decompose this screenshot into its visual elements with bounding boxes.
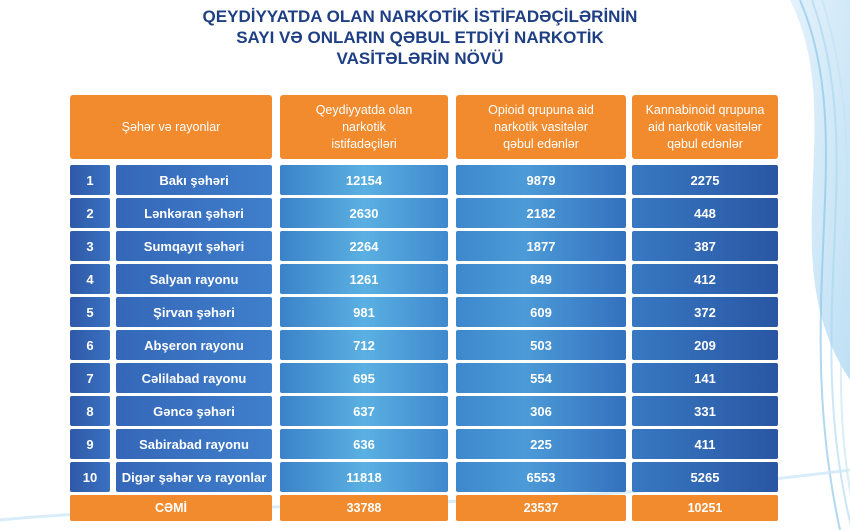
row-registered: 712	[280, 330, 448, 360]
row-registered: 2264	[280, 231, 448, 261]
row-city: Bakı şəhəri	[116, 165, 272, 195]
row-registered: 695	[280, 363, 448, 393]
row-cannabinoid: 141	[632, 363, 778, 393]
row-number: 3	[70, 231, 110, 261]
row-city: Salyan rayonu	[116, 264, 272, 294]
row-city: Digər şəhər və rayonlar	[116, 462, 272, 492]
row-opioid: 2182	[456, 198, 626, 228]
row-city: Lənkəran şəhəri	[116, 198, 272, 228]
total-label: CƏMİ	[70, 495, 272, 521]
row-number: 5	[70, 297, 110, 327]
title-line-2: SAYI VƏ ONLARIN QƏBUL ETDİYİ NARKOTİK	[236, 28, 604, 47]
title-line-1: QEYDİYYATDA OLAN NARKOTİK İSTİFADƏÇİLƏRİ…	[202, 7, 638, 26]
row-opioid: 6553	[456, 462, 626, 492]
row-cannabinoid: 2275	[632, 165, 778, 195]
row-number: 8	[70, 396, 110, 426]
row-registered: 636	[280, 429, 448, 459]
title-line-3: VASİTƏLƏRİN NÖVÜ	[336, 49, 504, 68]
header-cannabinoid: Kannabinoid qrupuna aid narkotik vasitəl…	[632, 95, 778, 159]
row-registered: 981	[280, 297, 448, 327]
row-number: 10	[70, 462, 110, 492]
row-number: 1	[70, 165, 110, 195]
total-registered: 33788	[280, 495, 448, 521]
row-cannabinoid: 5265	[632, 462, 778, 492]
header-registered-users: Qeydiyyatda olan narkotik istifadəçiləri	[280, 95, 448, 159]
row-opioid: 503	[456, 330, 626, 360]
row-city: Gəncə şəhəri	[116, 396, 272, 426]
row-number: 9	[70, 429, 110, 459]
row-city: Cəlilabad rayonu	[116, 363, 272, 393]
row-cannabinoid: 411	[632, 429, 778, 459]
row-opioid: 306	[456, 396, 626, 426]
row-registered: 12154	[280, 165, 448, 195]
row-cannabinoid: 331	[632, 396, 778, 426]
row-opioid: 554	[456, 363, 626, 393]
row-cannabinoid: 209	[632, 330, 778, 360]
row-opioid: 225	[456, 429, 626, 459]
row-opioid: 849	[456, 264, 626, 294]
row-number: 7	[70, 363, 110, 393]
row-cannabinoid: 387	[632, 231, 778, 261]
row-city: Sabirabad rayonu	[116, 429, 272, 459]
row-registered: 2630	[280, 198, 448, 228]
row-city: Şirvan şəhəri	[116, 297, 272, 327]
row-number: 2	[70, 198, 110, 228]
row-opioid: 1877	[456, 231, 626, 261]
row-city: Abşeron rayonu	[116, 330, 272, 360]
row-cannabinoid: 372	[632, 297, 778, 327]
total-cannabinoid: 10251	[632, 495, 778, 521]
row-registered: 637	[280, 396, 448, 426]
row-registered: 1261	[280, 264, 448, 294]
header-opioid: Opioid qrupuna aid narkotik vasitələr qə…	[456, 95, 626, 159]
row-number: 4	[70, 264, 110, 294]
total-opioid: 23537	[456, 495, 626, 521]
row-number: 6	[70, 330, 110, 360]
row-city: Sumqayıt şəhəri	[116, 231, 272, 261]
row-cannabinoid: 448	[632, 198, 778, 228]
header-city: Şəhər və rayonlar	[70, 95, 272, 159]
row-cannabinoid: 412	[632, 264, 778, 294]
row-opioid: 9879	[456, 165, 626, 195]
row-opioid: 609	[456, 297, 626, 327]
row-registered: 11818	[280, 462, 448, 492]
chart-title: QEYDİYYATDA OLAN NARKOTİK İSTİFADƏÇİLƏRİ…	[120, 6, 720, 69]
